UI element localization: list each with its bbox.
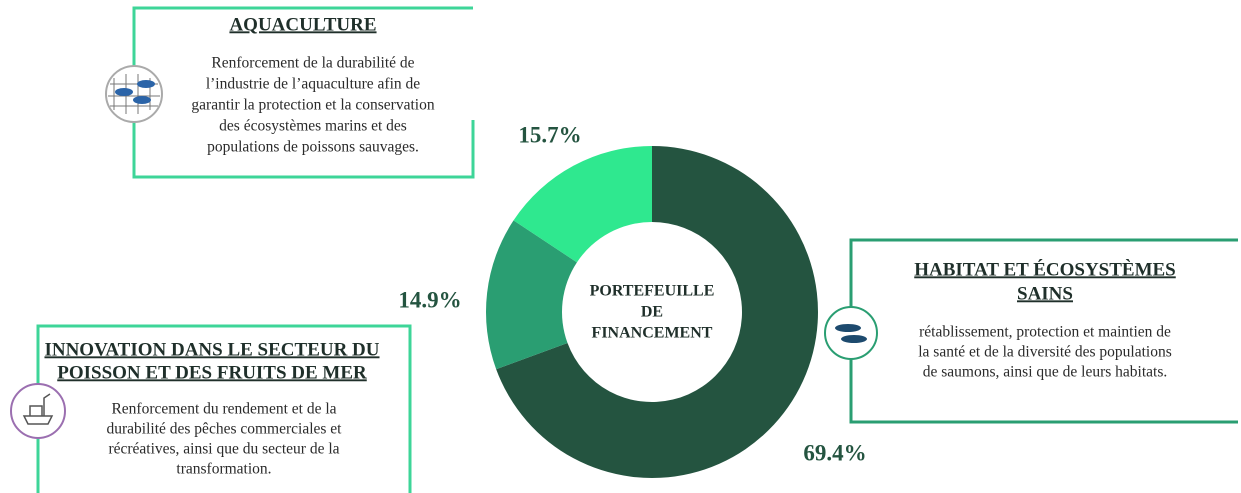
category-title: HABITAT ET ÉCOSYSTÈMES: [914, 258, 1176, 280]
category-description: transformation.: [176, 461, 271, 478]
category-description: rétablissement, protection et maintien d…: [919, 324, 1171, 341]
category-title: SAINS: [1017, 283, 1073, 304]
aquaculture-box: [132, 6, 475, 179]
category-description: Renforcement de la durabilité de: [211, 55, 414, 72]
category-description: récréatives, ainsi que du secteur de la: [108, 441, 339, 458]
category-description: durabilité des pêches commerciales et: [107, 421, 343, 438]
center-label: DE: [641, 304, 663, 321]
category-title: AQUACULTURE: [229, 14, 376, 35]
category-description: garantir la protection et la conservatio…: [191, 97, 434, 114]
donut-segment: [513, 146, 652, 263]
category-description: de saumons, ainsi que de leurs habitats.: [923, 364, 1168, 381]
category-description: l’industrie de l’aquaculture afin de: [206, 76, 420, 93]
donut-segment: [496, 146, 818, 478]
category-description: populations de poissons sauvages.: [207, 139, 419, 156]
donut-segment: [485, 220, 577, 370]
category-title: INNOVATION DANS LE SECTEUR DU: [44, 339, 379, 360]
category-description: Renforcement du rendement et de la: [111, 401, 336, 418]
value-label: 14.9%: [398, 287, 461, 312]
value-label: 69.4%: [803, 440, 866, 465]
center-label: PORTEFEUILLE: [590, 283, 715, 300]
category-title: POISSON ET DES FRUITS DE MER: [57, 362, 367, 383]
aquaculture-icon: [105, 65, 163, 123]
habitat-icon: [824, 306, 878, 360]
value-label: 15.7%: [518, 122, 581, 147]
center-label: FINANCEMENT: [592, 325, 713, 342]
category-description: des écosystèmes marins et des: [219, 118, 407, 135]
category-description: la santé et de la diversité des populati…: [918, 344, 1172, 361]
innovation-icon: [10, 383, 66, 439]
